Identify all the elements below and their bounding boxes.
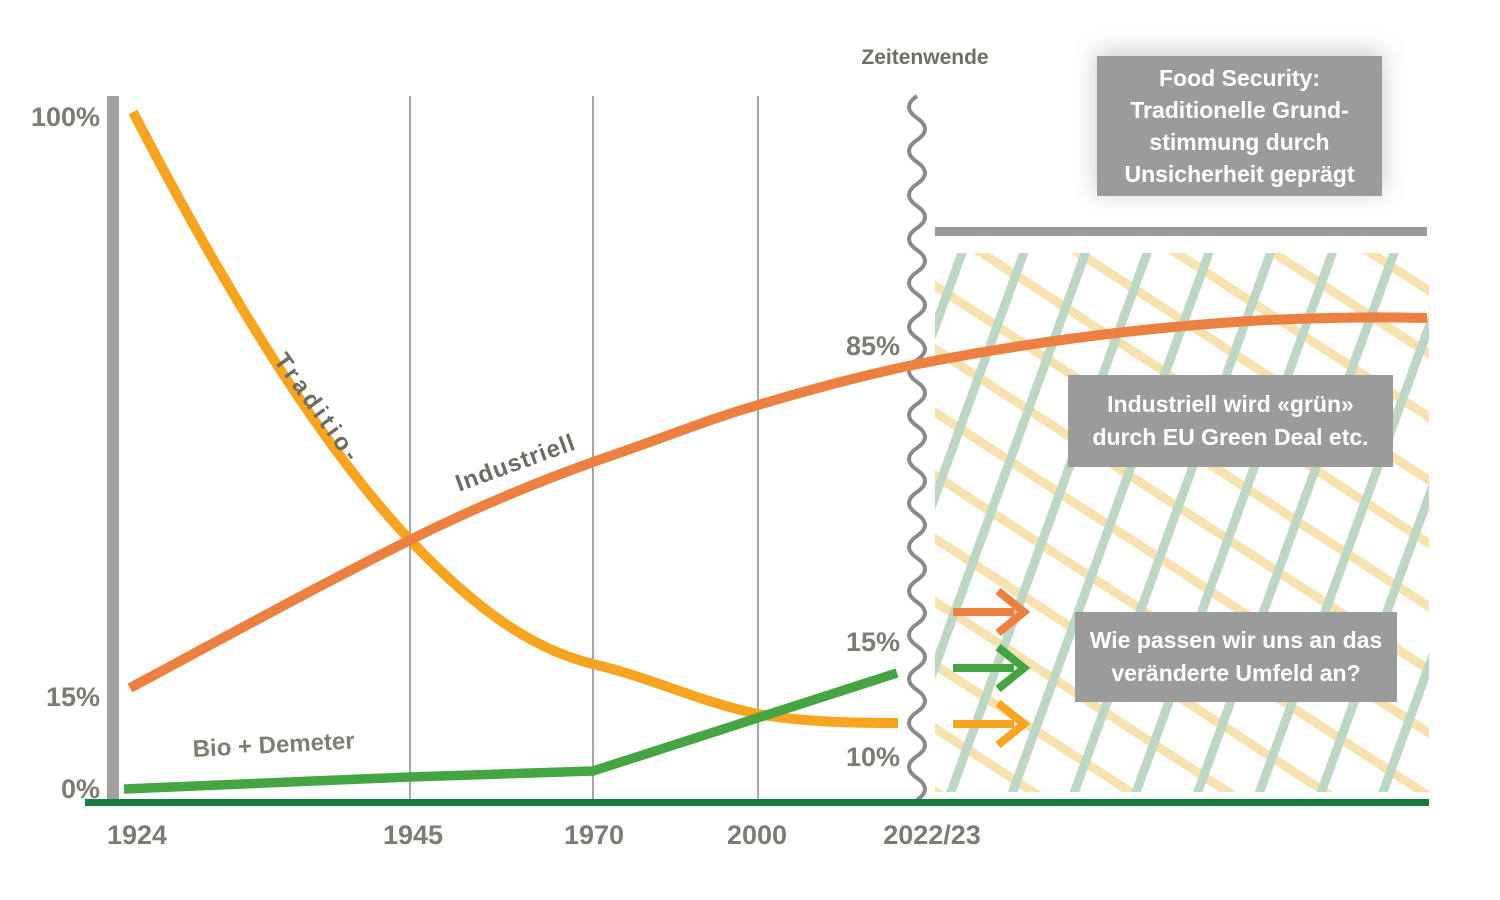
line-industriell <box>127 312 1428 693</box>
callout-food-security: Food Security: Traditionelle Grund- stim… <box>1097 56 1382 196</box>
x-tick-2022-23: 2022/23 <box>883 820 981 850</box>
arrow-right-traditionell-icon <box>953 699 1031 749</box>
zeitenwende-divider <box>907 94 927 802</box>
zeitenwende-label: Zeitenwende <box>861 46 989 69</box>
callout-industriell-gruen: Industriell wird «grün» durch EU Green D… <box>1068 375 1393 467</box>
arrow-right-bio-icon <box>953 643 1031 693</box>
value-label-bio-15: 15% <box>845 627 900 657</box>
arrow-right-industriell-icon <box>953 587 1031 637</box>
callout-food-security-line: Food Security: <box>1158 65 1320 91</box>
callout-food-security-line: Unsicherheit geprägt <box>1124 161 1355 187</box>
callout-industriell-gruen-line: Industriell wird «grün» <box>1107 391 1354 417</box>
value-label-industriell-85: 85% <box>845 331 900 361</box>
line-traditionell <box>128 109 899 728</box>
line-bio-demeter <box>123 668 899 794</box>
callout-frage: Wie passen wir uns an das veränderte Umf… <box>1075 612 1397 702</box>
y-tick-100: 100% <box>30 102 100 132</box>
x-tick-2000: 2000 <box>726 820 788 850</box>
callout-food-security-line: stimmung durch <box>1149 129 1330 155</box>
x-tick-1945: 1945 <box>382 820 444 850</box>
value-label-traditionell-10: 10% <box>845 742 900 772</box>
y-tick-0: 0% <box>60 774 100 804</box>
callout-industriell-gruen-line: durch EU Green Deal etc. <box>1092 424 1369 450</box>
x-tick-1970: 1970 <box>563 820 625 850</box>
callout-frage-line: Wie passen wir uns an das <box>1089 627 1383 653</box>
callout-frage-line: veränderte Umfeld an? <box>1111 660 1361 686</box>
x-axis-line <box>85 799 1429 806</box>
separator-bar <box>935 227 1427 236</box>
y-axis-bar <box>107 96 119 800</box>
y-tick-15: 15% <box>45 682 100 712</box>
x-tick-1924: 1924 <box>106 820 168 850</box>
callout-food-security-line: Traditionelle Grund- <box>1130 97 1349 123</box>
